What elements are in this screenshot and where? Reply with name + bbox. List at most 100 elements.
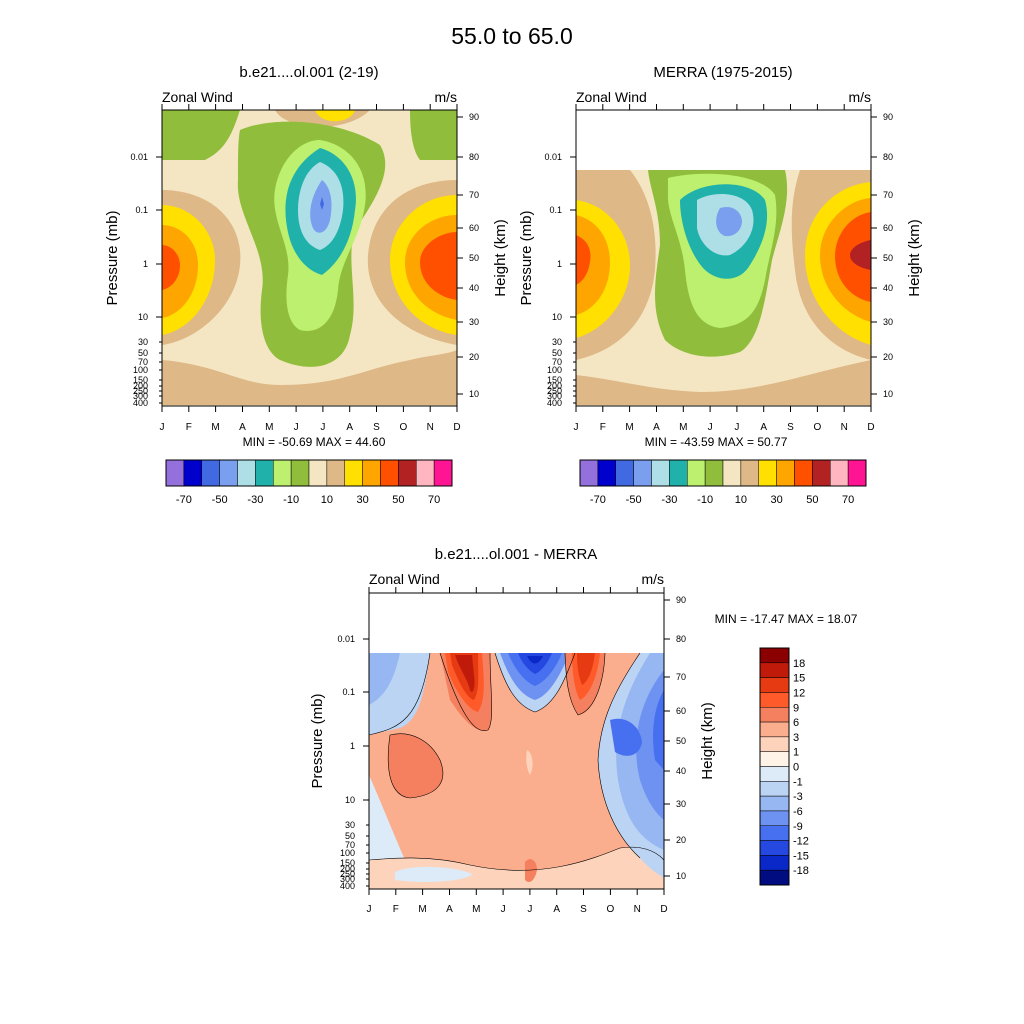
y-tick-label: 300 — [133, 391, 148, 401]
colorbar-swatch — [669, 459, 688, 487]
y-tick-label: 1 — [557, 259, 562, 269]
y2-tick-label: 80 — [676, 634, 686, 644]
panel-title: MERRA (1975-2015) — [653, 64, 792, 81]
colorbar-swatch — [326, 459, 345, 487]
y2-tick-label: 30 — [469, 317, 479, 327]
colorbar-label: -6 — [793, 806, 803, 818]
colorbar-label: -50 — [212, 494, 228, 506]
colorbar-label: 1 — [793, 747, 799, 759]
x-tick-label: J — [501, 904, 506, 915]
colorbar-label: 70 — [842, 494, 854, 506]
colorbar-swatch — [219, 459, 238, 487]
contour-fill — [410, 110, 457, 160]
panel-model: b.e21....ol.001 (2-19) Zonal Wind m/s — [104, 64, 509, 506]
colorbar-swatch — [704, 459, 724, 487]
y2-tick-label: 70 — [676, 672, 686, 682]
colorbar-swatch — [651, 459, 670, 487]
x-tick-label: M — [418, 904, 426, 915]
y2-tick-label: 70 — [469, 190, 479, 200]
y2-axis-label: Height (km) — [492, 219, 509, 297]
colorbar-label: -15 — [793, 850, 809, 862]
y-tick-label: 150 — [547, 375, 562, 385]
y-tick-label: 0.01 — [544, 152, 562, 162]
contour-fill — [576, 235, 591, 285]
y2-tick-label: 80 — [883, 152, 893, 162]
y-axis-pressure: 0.01 0.1 1 10 30 50 70 100 150 200 250 3… — [518, 152, 576, 408]
x-tick-label: M — [265, 422, 273, 433]
colorbar-swatch — [759, 869, 790, 886]
x-tick-label: A — [760, 422, 767, 433]
colorbar-swatch — [362, 459, 381, 487]
y2-tick-label: 90 — [469, 112, 479, 122]
colorbar-label: -12 — [793, 836, 809, 848]
colorbar-label: -9 — [793, 821, 803, 833]
contour-fill — [162, 350, 457, 405]
colorbar-swatch — [759, 662, 790, 678]
x-tick-label: O — [814, 422, 822, 433]
colorbar-swatch — [237, 459, 256, 487]
panel-title: b.e21....ol.001 (2-19) — [239, 64, 378, 81]
colorbar-label: 6 — [793, 717, 799, 729]
y-tick-label: 1 — [143, 259, 148, 269]
colorbar: 18 15 12 9 6 3 1 0 -1 -3 -6 -9 -12 -15 -18 — [759, 647, 809, 886]
contour-fill — [455, 655, 475, 692]
x-tick-label: S — [373, 422, 380, 433]
contour-fill — [610, 718, 642, 756]
colorbar-swatch — [740, 459, 759, 487]
contour-field — [576, 170, 871, 406]
y-tick-label: 0.01 — [130, 152, 148, 162]
contour-fill — [653, 690, 664, 770]
colorbar-swatch — [759, 677, 790, 693]
y-tick-label: 200 — [547, 381, 562, 391]
contour-field — [162, 110, 457, 406]
colorbar: -70 -50 -30 -10 10 30 50 70 — [579, 459, 867, 506]
y2-tick-label: 40 — [883, 283, 893, 293]
x-tick-label: M — [625, 422, 633, 433]
colorbar-label: 10 — [321, 494, 333, 506]
y2-tick-label: 20 — [676, 835, 686, 845]
x-tick-label: S — [580, 904, 587, 915]
colorbar-swatch — [201, 459, 220, 487]
colorbar-label: -1 — [793, 776, 803, 788]
contour-fill — [526, 750, 533, 775]
stats-label: MIN = -43.59 MAX = 50.77 — [645, 435, 788, 449]
y2-tick-label: 70 — [883, 190, 893, 200]
x-tick-label: J — [734, 422, 739, 433]
y2-tick-label: 20 — [883, 352, 893, 362]
panel-left-label: Zonal Wind — [162, 89, 233, 105]
y-tick-label: 50 — [552, 348, 562, 358]
x-tick-label: F — [186, 422, 192, 433]
y2-tick-label: 40 — [676, 766, 686, 776]
y2-tick-label: 30 — [676, 799, 686, 809]
contour-fill — [527, 656, 543, 664]
x-tick-label: A — [346, 422, 353, 433]
colorbar-label: 0 — [793, 762, 799, 774]
colorbar-label: -70 — [590, 494, 606, 506]
colorbar-swatch — [812, 459, 831, 487]
colorbar-label: -18 — [793, 865, 809, 877]
y2-tick-label: 10 — [676, 871, 686, 881]
colorbar-swatch — [380, 459, 399, 487]
contour-fill — [577, 653, 595, 685]
y2-tick-label: 20 — [469, 352, 479, 362]
colorbar-swatch — [165, 459, 185, 487]
colorbar-label: 18 — [793, 658, 805, 670]
colorbar-swatch — [722, 459, 742, 487]
x-tick-label: J — [367, 904, 372, 915]
colorbar-swatch — [759, 781, 790, 797]
colorbar-label: 10 — [735, 494, 747, 506]
contour-fill — [850, 240, 871, 270]
x-tick-label: J — [320, 422, 325, 433]
y-tick-label: 70 — [345, 840, 355, 850]
x-tick-label: N — [427, 422, 434, 433]
colorbar-label: 3 — [793, 732, 799, 744]
contour-fill — [420, 232, 457, 300]
y-tick-label: 200 — [133, 381, 148, 391]
contour-lines — [369, 653, 664, 871]
colorbar-swatch — [759, 707, 790, 723]
y2-tick-label: 10 — [883, 389, 893, 399]
y2-tick-label: 30 — [883, 317, 893, 327]
contour-fill — [576, 215, 610, 315]
panel-difference: b.e21....ol.001 - MERRA Zonal Wind m/s — [309, 546, 858, 915]
colorbar-label: -50 — [626, 494, 642, 506]
